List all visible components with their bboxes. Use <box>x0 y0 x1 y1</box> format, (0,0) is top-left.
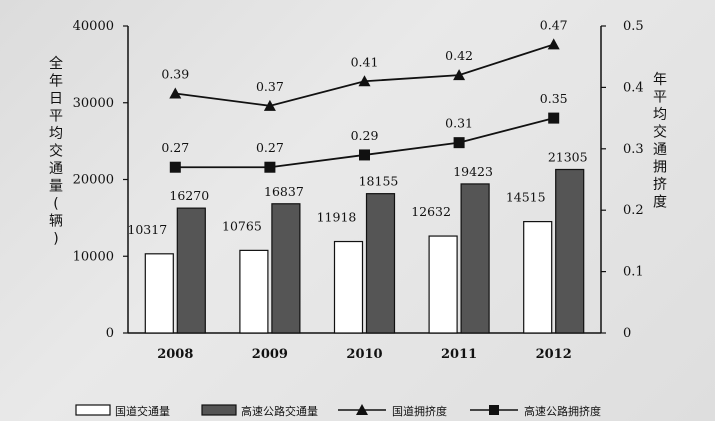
right-tick-label: 0 <box>623 326 631 341</box>
point-value-label: 0.27 <box>161 140 189 155</box>
right-tick-label: 0.1 <box>623 265 644 280</box>
bar-national-road <box>428 235 458 334</box>
right-tick-label: 0.4 <box>623 80 644 95</box>
bar-value-label: 11918 <box>317 210 357 225</box>
left-tick-label: 10000 <box>73 249 114 264</box>
bar-expressway <box>176 207 206 334</box>
legend-triangle-marker <box>356 404 368 415</box>
legend-label: 高速公路交通量 <box>241 404 318 418</box>
point-value-label: 0.35 <box>540 91 568 106</box>
bar-value-label: 12632 <box>411 204 451 219</box>
triangle-marker <box>453 69 466 81</box>
x-tick-label: 2011 <box>441 347 477 362</box>
bar-expressway <box>271 203 301 334</box>
x-tick-label: 2012 <box>536 347 572 362</box>
bar-value-label: 10317 <box>127 222 167 237</box>
bar-value-label: 16270 <box>169 188 209 203</box>
bar-national-road <box>144 253 174 334</box>
point-value-label: 0.39 <box>161 67 189 82</box>
left-axis-title: 全年日平均交通量(辆) <box>49 55 63 247</box>
right-tick-label: 0.3 <box>623 142 644 157</box>
bar-national-road <box>239 249 269 334</box>
bar-national-road <box>523 220 553 334</box>
bar-expressway <box>460 183 490 334</box>
square-marker <box>453 137 465 149</box>
right-axis-title: 年平均交通拥挤度 <box>653 72 667 211</box>
bar-expressway <box>555 168 585 334</box>
triangle-marker <box>358 75 371 87</box>
x-tick-label: 2009 <box>252 347 288 362</box>
left-tick-label: 0 <box>106 326 114 341</box>
bar-value-label: 19423 <box>453 164 493 179</box>
bar-value-label: 14515 <box>506 190 546 205</box>
point-value-label: 0.41 <box>351 54 379 69</box>
bar-value-label: 21305 <box>548 149 588 164</box>
legend-label: 国道拥挤度 <box>392 404 447 418</box>
triangle-marker <box>547 38 560 50</box>
bar-national-road <box>333 240 364 334</box>
left-tick-label: 20000 <box>73 173 114 188</box>
x-tick-label: 2008 <box>157 347 193 362</box>
left-tick-label: 40000 <box>73 19 114 34</box>
right-tick-label: 0.5 <box>623 19 644 34</box>
square-marker <box>548 112 560 124</box>
point-value-label: 0.37 <box>256 79 284 94</box>
point-value-label: 0.27 <box>256 140 284 155</box>
legend-label: 高速公路拥挤度 <box>524 404 601 418</box>
right-tick-label: 0.2 <box>623 203 644 218</box>
point-value-label: 0.42 <box>445 48 473 63</box>
point-value-label: 0.31 <box>445 116 473 131</box>
legend-swatch-expressway <box>201 404 237 416</box>
left-tick-label: 30000 <box>73 96 114 111</box>
point-value-label: 0.29 <box>351 128 379 143</box>
bar-value-label: 16837 <box>264 184 304 199</box>
square-marker <box>359 149 370 161</box>
legend-square-marker <box>489 405 499 415</box>
triangle-marker <box>263 99 276 111</box>
bar-value-label: 10765 <box>222 218 262 233</box>
point-value-label: 0.47 <box>540 17 568 32</box>
x-tick-label: 2010 <box>346 347 382 362</box>
square-marker <box>264 161 276 173</box>
bar-expressway <box>365 193 396 334</box>
bar-value-label: 18155 <box>359 174 399 189</box>
square-marker <box>169 161 181 173</box>
legend-label: 国道交通量 <box>115 404 170 418</box>
legend-swatch-national-road <box>75 404 111 416</box>
triangle-marker <box>169 87 182 99</box>
